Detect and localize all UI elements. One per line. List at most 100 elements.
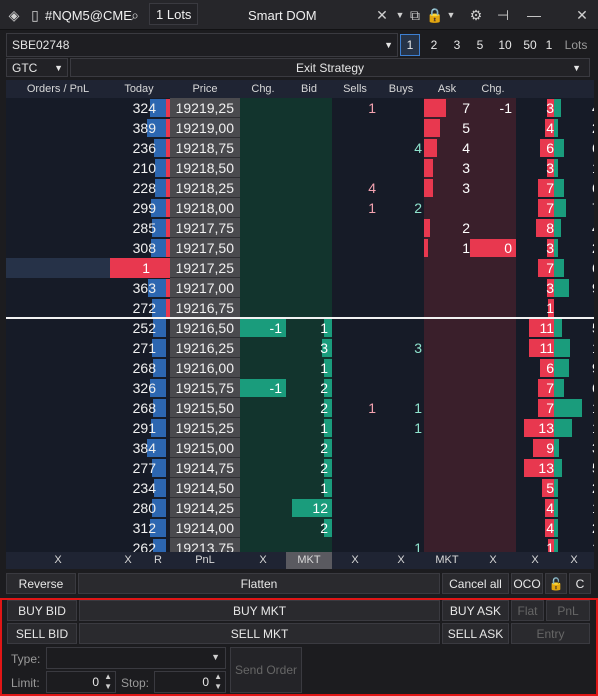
ask-cell[interactable]: [424, 338, 470, 358]
price-level[interactable]: 19214,00: [175, 520, 234, 536]
price-level[interactable]: 19218,25: [175, 180, 234, 196]
chg-ask-cell[interactable]: [470, 98, 516, 118]
dom-row[interactable]: 384 19215,00 2 93: [6, 438, 594, 458]
chg-ask-cell[interactable]: [470, 118, 516, 138]
dom-row[interactable]: 280 19214,25 12 41: [6, 498, 594, 518]
buy-mkt-button[interactable]: BUY MKT: [79, 600, 440, 621]
header-today[interactable]: Today: [124, 83, 154, 95]
chg-bid-cell[interactable]: [240, 98, 286, 118]
price-cell[interactable]: [170, 118, 240, 138]
lot-size-50[interactable]: 50: [523, 38, 537, 52]
header-chg-ask[interactable]: Chg.: [481, 83, 505, 95]
bid-cell[interactable]: [286, 158, 332, 178]
reverse-button[interactable]: Reverse: [6, 573, 76, 594]
price-level[interactable]: 19215,75: [175, 380, 234, 396]
price-cell[interactable]: [170, 378, 240, 398]
price-cell[interactable]: [170, 438, 240, 458]
chg-bid-cell[interactable]: [240, 238, 286, 258]
price-cell[interactable]: [170, 538, 240, 552]
chg-ask-cell[interactable]: [470, 258, 516, 278]
orders-cell[interactable]: [6, 438, 110, 458]
dom-row[interactable]: 228 19218,25 4 3 76: [6, 178, 594, 198]
footer-pnl-button[interactable]: PnL: [195, 554, 215, 566]
dom-row[interactable]: 285 19217,75 2 84: [6, 218, 594, 238]
dom-row[interactable]: 234 19214,50 1 52: [6, 478, 594, 498]
bid-cell[interactable]: [286, 398, 332, 418]
lot-size-10[interactable]: 10: [498, 38, 512, 52]
chg-ask-cell[interactable]: [470, 338, 516, 358]
chg-ask-cell[interactable]: [470, 438, 516, 458]
lot-size-5[interactable]: 5: [476, 38, 484, 52]
bid-cell[interactable]: [286, 418, 332, 438]
price-cell[interactable]: [170, 278, 240, 298]
chg-bid-cell[interactable]: [240, 138, 286, 158]
dom-row[interactable]: 299 19218,00 1 2 77: [6, 198, 594, 218]
footer-clear-today-button[interactable]: X: [124, 554, 132, 566]
price-cell[interactable]: [170, 398, 240, 418]
price-cell[interactable]: [170, 158, 240, 178]
lot-quantity[interactable]: 1: [545, 38, 553, 52]
price-level[interactable]: 19217,75: [175, 220, 234, 236]
sell-ask-button[interactable]: SELL ASK: [442, 623, 509, 644]
bid-cell[interactable]: [286, 538, 332, 552]
ask-cell[interactable]: [424, 238, 470, 258]
footer-clear-orders-button[interactable]: X: [54, 554, 62, 566]
exit-strategy-select[interactable]: Exit Strategy ▼: [70, 58, 590, 77]
price-level[interactable]: 19217,50: [175, 240, 234, 256]
lock-icon[interactable]: 🔒: [426, 6, 444, 23]
dom-ladder[interactable]: 32419219,2517-13438919219,0054223619218,…: [6, 98, 594, 552]
tif-select[interactable]: GTC ▼: [6, 58, 68, 77]
orders-cell[interactable]: [6, 518, 110, 538]
ask-cell[interactable]: [424, 258, 470, 278]
footer-clear-sells-button[interactable]: X: [351, 554, 359, 566]
ask-cell[interactable]: [424, 438, 470, 458]
chg-bid-cell[interactable]: [240, 298, 286, 318]
chg-ask-cell[interactable]: [470, 218, 516, 238]
minimize-icon[interactable]: —: [527, 7, 541, 23]
chevron-down-icon[interactable]: ▼: [395, 10, 405, 20]
lot-size-1[interactable]: 1: [400, 34, 420, 56]
price-cell[interactable]: [170, 218, 240, 238]
price-cell[interactable]: [170, 478, 240, 498]
symbol-label[interactable]: #NQM5@CME: [45, 7, 132, 23]
order-type-select[interactable]: ▼: [46, 647, 226, 669]
ask-cell[interactable]: [424, 278, 470, 298]
ask-cell[interactable]: [424, 518, 470, 538]
footer-reset-button[interactable]: R: [154, 554, 162, 566]
chg-bid-cell[interactable]: [240, 218, 286, 238]
header-buys[interactable]: Buys: [388, 83, 414, 95]
price-level[interactable]: 19216,25: [175, 340, 234, 356]
ask-cell[interactable]: [424, 358, 470, 378]
bid-cell[interactable]: [286, 478, 332, 498]
ask-cell[interactable]: [424, 218, 470, 238]
price-level[interactable]: 19217,25: [175, 260, 234, 276]
chg-bid-cell[interactable]: [240, 118, 286, 138]
chg-ask-cell[interactable]: [470, 318, 516, 338]
price-level[interactable]: 19217,00: [175, 280, 234, 296]
orders-cell[interactable]: [6, 198, 110, 218]
bid-cell[interactable]: [286, 318, 332, 338]
price-level[interactable]: 19218,50: [175, 160, 234, 176]
chg-bid-cell[interactable]: [240, 178, 286, 198]
price-cell[interactable]: [170, 178, 240, 198]
buy-bid-button[interactable]: BUY BID: [7, 600, 77, 621]
sell-mkt-button[interactable]: SELL MKT: [79, 623, 440, 644]
ask-cell[interactable]: [424, 298, 470, 318]
ask-cell[interactable]: [424, 418, 470, 438]
bid-cell[interactable]: [286, 118, 332, 138]
ask-cell[interactable]: [424, 178, 470, 198]
lot-size-2[interactable]: 2: [430, 38, 438, 52]
chg-bid-cell[interactable]: [240, 198, 286, 218]
copy-icon[interactable]: ⧉: [410, 6, 420, 23]
lock-button[interactable]: 🔓: [545, 573, 567, 594]
price-level[interactable]: 19214,50: [175, 480, 234, 496]
chg-bid-cell[interactable]: [240, 458, 286, 478]
bid-cell[interactable]: [286, 338, 332, 358]
entry-button[interactable]: Entry: [511, 623, 590, 644]
price-level[interactable]: 19216,50: [175, 320, 234, 336]
dom-row[interactable]: 271 19216,25 3 3 1110: [6, 338, 594, 358]
chg-ask-cell[interactable]: [470, 178, 516, 198]
price-cell[interactable]: [170, 358, 240, 378]
sell-bid-button[interactable]: SELL BID: [7, 623, 77, 644]
